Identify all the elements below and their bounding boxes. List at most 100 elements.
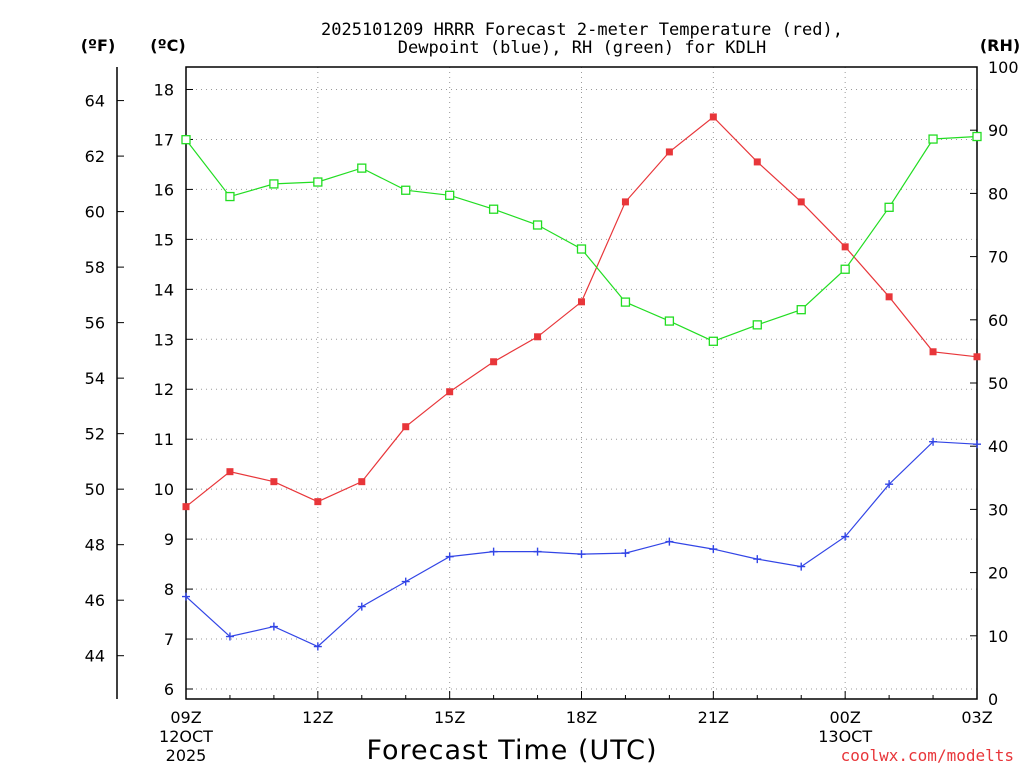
rh-point xyxy=(840,264,850,274)
rh-point xyxy=(225,191,235,202)
temperature-point xyxy=(973,353,981,361)
celsius-tick-label: 11 xyxy=(154,430,174,449)
celsius-tick-label: 6 xyxy=(164,680,174,699)
x-tick-label: 09Z xyxy=(170,708,201,727)
dewpoint-point xyxy=(929,437,938,446)
rh-tick-label: 90 xyxy=(988,121,1008,140)
rh-point xyxy=(972,131,982,142)
dewpoint-point xyxy=(577,550,586,559)
rh-point xyxy=(357,163,367,173)
rh-point xyxy=(664,316,675,326)
credit-link[interactable]: coolwx.com/modelts xyxy=(841,746,1014,765)
rh-point xyxy=(445,190,455,200)
x-tick-label: 00Z xyxy=(830,708,861,727)
rh-tick-label: 30 xyxy=(988,500,1008,519)
celsius-tick-label: 16 xyxy=(154,180,174,199)
dewpoint-point xyxy=(489,547,498,556)
x-tick-label: 03Z xyxy=(961,708,992,727)
tick-labels: 6 7 8 9 10 11 12 13 14 15 16 17 18 44 46 48 50 52 54 56 58 60… xyxy=(85,58,1019,765)
rh-tick-label: 10 xyxy=(988,627,1008,646)
temperature-point xyxy=(753,158,761,166)
temperature-point xyxy=(490,358,498,366)
dewpoint-point xyxy=(885,480,894,489)
temperature-point xyxy=(665,148,673,156)
dewpoint-point xyxy=(621,549,630,558)
celsius-unit-label: (ºC) xyxy=(150,36,185,55)
fahrenheit-tick-label: 62 xyxy=(85,147,105,166)
rh-point xyxy=(796,305,806,315)
temperature-point xyxy=(709,113,717,121)
rh-point xyxy=(532,220,543,230)
rh-tick-label: 70 xyxy=(988,248,1008,267)
x-tick-date-label: 13OCT xyxy=(818,727,872,746)
temperature-point xyxy=(929,348,937,356)
rh-point xyxy=(401,185,411,195)
axes xyxy=(116,66,978,700)
rh-tick-label: 80 xyxy=(988,184,1008,203)
dewpoint-point xyxy=(225,632,234,641)
temperature-point xyxy=(446,388,454,396)
dewpoint-point xyxy=(973,440,981,449)
fahrenheit-unit-label: (ºF) xyxy=(81,36,116,55)
fahrenheit-tick-label: 54 xyxy=(85,369,105,388)
fahrenheit-tick-label: 58 xyxy=(85,258,105,277)
fahrenheit-tick-label: 52 xyxy=(85,425,105,444)
celsius-tick-label: 8 xyxy=(164,580,174,599)
x-tick-label: 12Z xyxy=(302,708,333,727)
temperature-point xyxy=(621,198,629,206)
chart-title-line-1: 2025101209 HRRR Forecast 2-meter Tempera… xyxy=(321,20,843,40)
dewpoint-point xyxy=(269,622,278,631)
rh-point xyxy=(181,135,191,145)
x-tick-label: 18Z xyxy=(566,708,597,727)
chart-title-line-2: Dewpoint (blue), RH (green) for KDLH xyxy=(398,38,766,58)
rh-point xyxy=(269,179,279,189)
rh-tick-label: 50 xyxy=(988,374,1008,393)
celsius-tick-label: 10 xyxy=(154,480,174,499)
x-axis-title: Forecast Time (UTC) xyxy=(366,735,657,766)
dewpoint-point xyxy=(753,555,762,564)
celsius-tick-label: 18 xyxy=(154,80,174,99)
rh-tick-label: 40 xyxy=(988,437,1008,456)
dewpoint-point xyxy=(313,642,322,651)
fahrenheit-tick-label: 64 xyxy=(85,92,105,111)
fahrenheit-tick-label: 46 xyxy=(85,591,105,610)
temperature-point xyxy=(358,478,366,486)
grid-lines xyxy=(186,67,977,699)
celsius-tick-label: 9 xyxy=(164,530,174,549)
fahrenheit-tick-label: 44 xyxy=(85,647,105,666)
dewpoint-point xyxy=(357,602,366,611)
x-tick-date-label: 12OCT xyxy=(159,727,213,746)
temperature-point xyxy=(578,298,585,306)
data-series xyxy=(181,113,982,651)
celsius-tick-label: 12 xyxy=(154,380,174,399)
temperature-point xyxy=(797,198,805,206)
celsius-tick-label: 17 xyxy=(154,130,174,149)
celsius-tick-label: 15 xyxy=(154,230,174,249)
fahrenheit-tick-label: 60 xyxy=(85,203,105,222)
celsius-tick-label: 14 xyxy=(154,280,174,299)
temperature-point xyxy=(402,423,410,431)
rh-tick-label: 0 xyxy=(988,690,998,709)
rh-point xyxy=(488,204,499,214)
rh-point xyxy=(576,244,587,254)
dewpoint-point xyxy=(182,592,190,601)
dewpoint-point xyxy=(533,547,542,556)
dewpoint-point xyxy=(401,577,410,586)
temperature-point xyxy=(885,293,893,301)
rh-tick-label: 100 xyxy=(988,58,1019,77)
x-tick-year-label: 2025 xyxy=(166,746,207,765)
temperature-point xyxy=(182,503,190,511)
temperature-point xyxy=(314,498,322,506)
temperature-point xyxy=(270,478,278,486)
temperature-point xyxy=(226,468,234,476)
fahrenheit-tick-label: 56 xyxy=(85,314,105,333)
dewpoint-point xyxy=(709,545,718,554)
rh-point xyxy=(313,177,323,187)
temperature-line xyxy=(185,116,978,508)
rh-point xyxy=(708,336,718,346)
dewpoint-point xyxy=(445,552,454,561)
x-tick-label: 15Z xyxy=(434,708,465,727)
temperature-point xyxy=(841,243,849,251)
dewpoint-point xyxy=(665,537,674,546)
